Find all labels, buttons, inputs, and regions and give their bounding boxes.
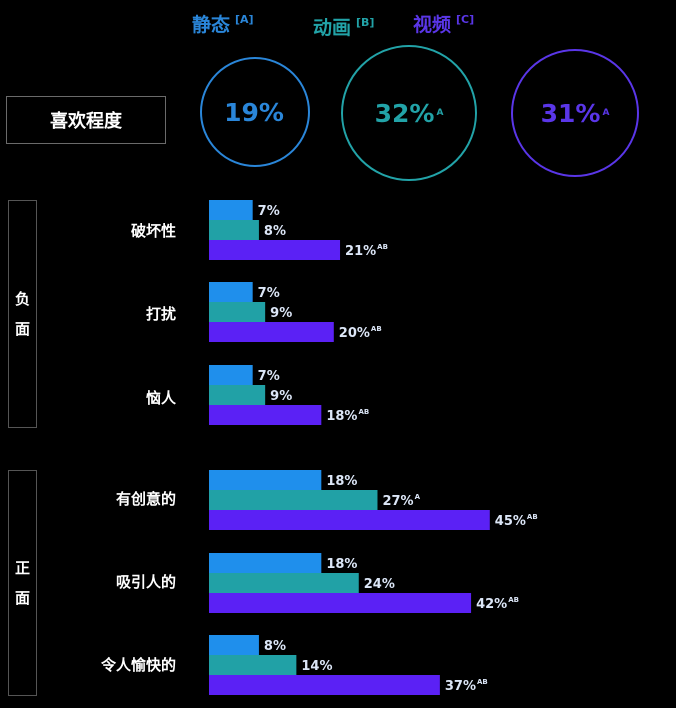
- category-label: 破坏性: [130, 222, 176, 240]
- bar-animation: [209, 490, 378, 510]
- negative-char-1: 负: [14, 290, 30, 308]
- bar-value-label: 9%: [270, 389, 292, 404]
- bar-value-label: 18%: [326, 474, 357, 489]
- bar-animation: [209, 302, 266, 322]
- like-circle-video: 31% A: [511, 49, 639, 177]
- negative-group-label: 负 面: [8, 200, 37, 428]
- bar-animation: [209, 655, 297, 675]
- positive-char-2: 面: [14, 589, 30, 607]
- bar-video: [209, 322, 334, 342]
- bar-value-label: 20%AB: [339, 325, 382, 341]
- legend-video-tag: [C]: [456, 13, 475, 26]
- bar-video: [209, 240, 341, 260]
- bar-animation: [209, 385, 266, 405]
- like-value-static: 19%: [224, 97, 284, 127]
- like-level-label: 喜欢程度: [6, 96, 166, 144]
- legend-static: 静态 [A]: [192, 10, 254, 37]
- bar-value-label: 37%AB: [445, 678, 488, 694]
- like-circle-animation: 32% A: [341, 45, 477, 181]
- legend-static-tag: [A]: [235, 13, 254, 26]
- like-value-video: 31%: [540, 98, 601, 128]
- bar-value-label: 42%AB: [476, 596, 519, 612]
- positive-group-label: 正 面: [8, 470, 37, 696]
- legend-animation: 动画 [B]: [313, 13, 374, 40]
- legend-static-name: 静态: [192, 14, 231, 36]
- positive-char-1: 正: [14, 559, 30, 577]
- bar-animation: [209, 220, 259, 240]
- bar-value-label: 24%: [364, 577, 395, 592]
- bar-value-label: 7%: [258, 204, 280, 219]
- bar-value-label: 7%: [258, 369, 280, 384]
- category-label: 打扰: [145, 305, 176, 323]
- legend-animation-name: 动画: [313, 17, 352, 39]
- bar-value-label: 7%: [258, 286, 280, 301]
- bar-value-label: 18%AB: [326, 408, 369, 424]
- bar-value-label: 8%: [264, 639, 286, 654]
- bar-static: [209, 470, 322, 490]
- bar-value-label: 18%: [326, 557, 357, 572]
- like-sup-animation: A: [436, 108, 444, 118]
- like-circle-static: 19%: [200, 57, 310, 167]
- bar-value-label: 8%: [264, 224, 286, 239]
- like-value-animation: 32%: [374, 98, 435, 128]
- bar-value-label: 14%: [301, 659, 332, 674]
- bar-video: [209, 510, 490, 530]
- category-label: 有创意的: [115, 490, 176, 508]
- bar-static: [209, 200, 253, 220]
- bar-video: [209, 405, 322, 425]
- bar-animation: [209, 573, 359, 593]
- bar-value-label: 9%: [270, 306, 292, 321]
- negative-char-2: 面: [14, 320, 30, 338]
- category-label: 吸引人的: [115, 573, 176, 591]
- category-label: 令人愉快的: [100, 656, 176, 674]
- bar-value-label: 27%A: [382, 493, 420, 509]
- bar-value-label: 45%AB: [495, 513, 538, 529]
- category-label: 恼人: [145, 389, 176, 407]
- bar-video: [209, 593, 472, 613]
- bar-video: [209, 675, 440, 695]
- bar-value-label: 21%AB: [345, 243, 388, 259]
- like-sup-video: A: [602, 108, 610, 118]
- bar-static: [209, 635, 259, 655]
- legend-video: 视频 [C]: [413, 10, 474, 37]
- bar-static: [209, 365, 253, 385]
- legend-animation-tag: [B]: [356, 16, 375, 29]
- legend-video-name: 视频: [413, 14, 452, 36]
- bar-static: [209, 282, 253, 302]
- bar-static: [209, 553, 322, 573]
